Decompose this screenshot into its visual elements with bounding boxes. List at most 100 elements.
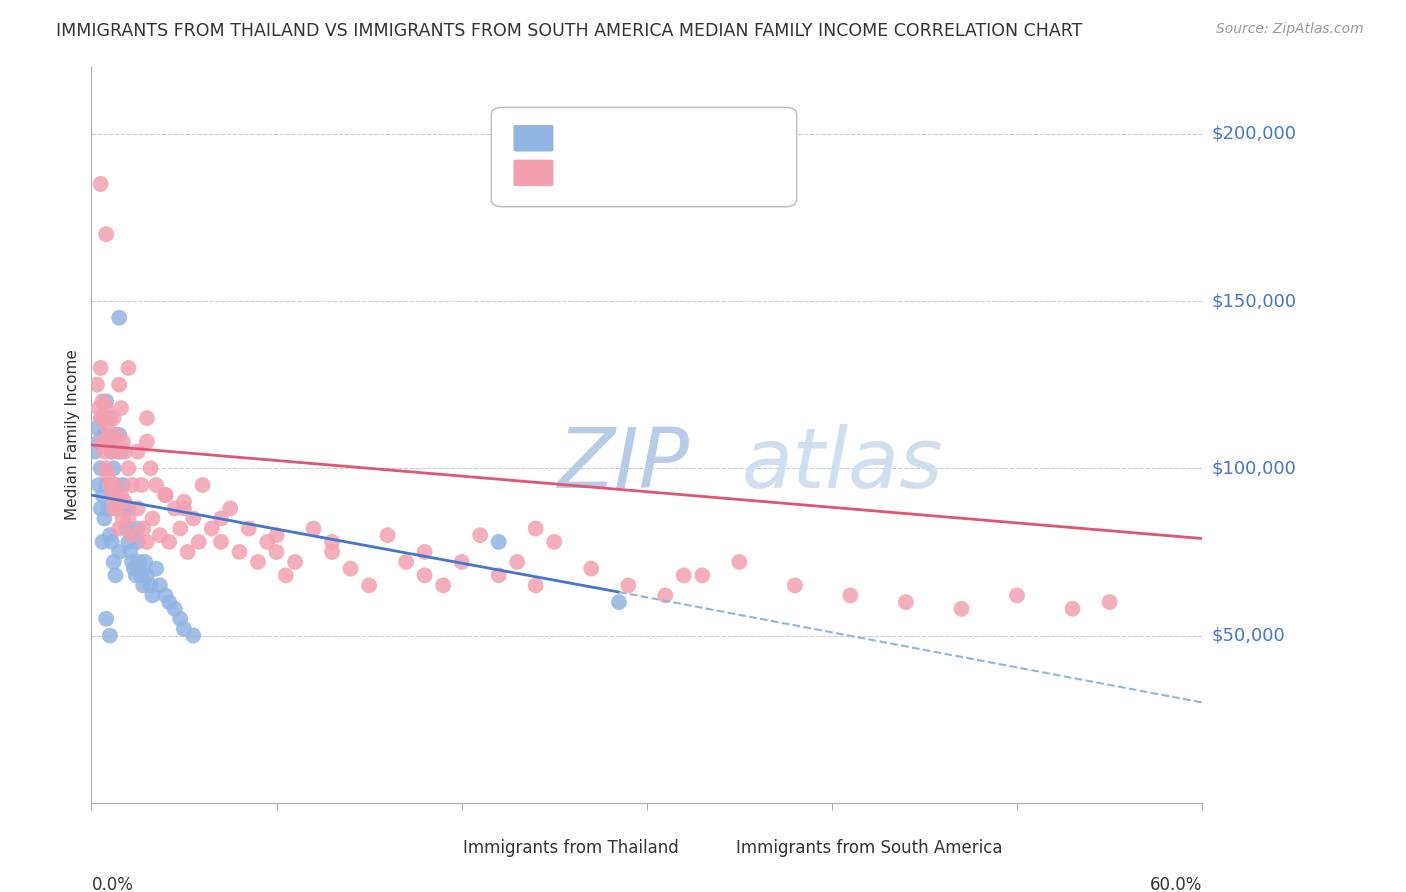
- Point: [96, 401, 118, 416]
- Point: [108, 427, 131, 442]
- Point: [219, 501, 242, 516]
- Point: [103, 555, 125, 569]
- Point: [108, 521, 131, 535]
- Point: [108, 545, 131, 559]
- Point: [117, 501, 139, 516]
- Point: [135, 434, 157, 449]
- Point: [127, 444, 149, 458]
- Point: [302, 521, 325, 535]
- Text: Immigrants from Thailand: Immigrants from Thailand: [464, 838, 679, 856]
- Point: [93, 411, 115, 425]
- Point: [93, 444, 115, 458]
- Point: [157, 595, 180, 609]
- Point: [173, 501, 195, 516]
- Point: [488, 534, 510, 549]
- Point: [100, 444, 122, 458]
- Point: [141, 589, 163, 603]
- Point: [121, 478, 143, 492]
- Point: [690, 568, 713, 582]
- Point: [157, 534, 180, 549]
- Point: [139, 578, 162, 592]
- Point: [169, 521, 191, 535]
- Point: [98, 528, 121, 542]
- Point: [121, 528, 143, 542]
- Point: [839, 589, 862, 603]
- Point: [131, 478, 153, 492]
- Point: [238, 521, 260, 535]
- Point: [163, 501, 186, 516]
- Point: [127, 534, 149, 549]
- Point: [91, 534, 114, 549]
- Text: $150,000: $150,000: [1211, 292, 1296, 310]
- FancyBboxPatch shape: [513, 125, 554, 152]
- Point: [91, 488, 114, 502]
- Point: [209, 534, 232, 549]
- Point: [97, 421, 120, 435]
- Point: [97, 467, 120, 482]
- Text: ZIP: ZIP: [558, 424, 690, 505]
- Point: [672, 568, 695, 582]
- Point: [96, 461, 118, 475]
- Point: [141, 511, 163, 525]
- Point: [98, 478, 121, 492]
- Point: [506, 555, 529, 569]
- Point: [247, 555, 270, 569]
- Point: [155, 488, 177, 502]
- Point: [176, 545, 198, 559]
- Point: [105, 444, 128, 458]
- Point: [122, 562, 145, 576]
- Point: [125, 568, 148, 582]
- Point: [284, 555, 307, 569]
- Point: [96, 612, 118, 626]
- Point: [117, 361, 139, 376]
- Text: R =: R =: [569, 166, 607, 184]
- Point: [339, 562, 361, 576]
- Point: [134, 555, 156, 569]
- Point: [145, 562, 167, 576]
- Text: 58: 58: [723, 129, 754, 147]
- Point: [111, 478, 134, 492]
- Point: [96, 227, 118, 241]
- Point: [135, 411, 157, 425]
- Point: [321, 534, 343, 549]
- Point: [894, 595, 917, 609]
- Point: [108, 377, 131, 392]
- Point: [139, 461, 162, 475]
- Point: [90, 361, 112, 376]
- Point: [145, 478, 167, 492]
- Point: [100, 444, 122, 458]
- Point: [111, 511, 134, 525]
- Text: Immigrants from South America: Immigrants from South America: [735, 838, 1002, 856]
- Point: [105, 501, 128, 516]
- Point: [104, 568, 127, 582]
- Point: [135, 568, 157, 582]
- Point: [117, 461, 139, 475]
- Point: [607, 595, 630, 609]
- Point: [127, 501, 149, 516]
- Text: 0.0%: 0.0%: [91, 876, 134, 892]
- Text: N =: N =: [676, 129, 728, 147]
- Point: [97, 434, 120, 449]
- Point: [115, 521, 138, 535]
- Point: [395, 555, 418, 569]
- FancyBboxPatch shape: [513, 160, 554, 186]
- Point: [127, 521, 149, 535]
- Point: [108, 310, 131, 325]
- Point: [181, 628, 204, 642]
- Point: [120, 545, 142, 559]
- Point: [155, 488, 177, 502]
- Point: [783, 578, 806, 592]
- Point: [209, 511, 232, 525]
- Text: -0.282: -0.282: [612, 129, 676, 147]
- Point: [524, 578, 547, 592]
- Point: [114, 494, 136, 508]
- Text: N =: N =: [676, 166, 728, 184]
- Point: [1098, 595, 1121, 609]
- Point: [163, 602, 186, 616]
- Point: [97, 501, 120, 516]
- Point: [86, 377, 108, 392]
- Point: [103, 501, 125, 516]
- Point: [173, 622, 195, 636]
- Point: [191, 478, 214, 492]
- Point: [98, 411, 121, 425]
